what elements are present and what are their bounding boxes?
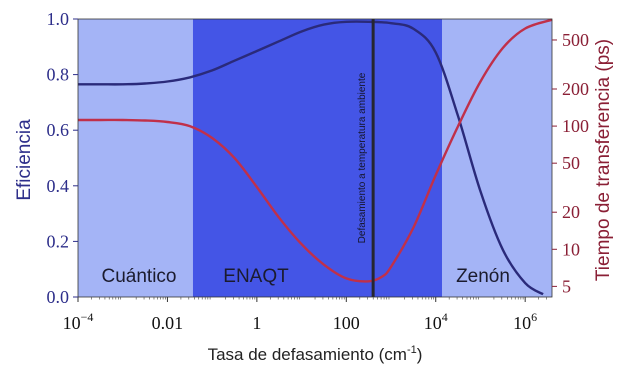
data-series	[78, 18, 553, 296]
region-label-0: Cuántico	[102, 266, 177, 287]
y-right-tick-label-5: 200	[562, 79, 589, 99]
transfer-time-line	[78, 18, 553, 283]
y-left-tick-label-0: 0.0	[47, 287, 70, 307]
y-right-tick-label-2: 20	[562, 202, 580, 222]
region-label-2: Zenón	[456, 266, 510, 287]
y-right-tick-label-1: 10	[562, 239, 580, 259]
x-tick-label-5: 106	[513, 310, 537, 333]
y-right-tick-label-6: 500	[562, 30, 589, 50]
x-tick-label-4: 104	[424, 310, 448, 333]
x-tick-label-2: 1	[252, 313, 261, 333]
regime-regions	[78, 19, 552, 297]
x-axis-label-main: Tasa de defasamiento (cm	[208, 345, 407, 364]
region-2	[441, 19, 552, 297]
y-left-tick-label-3: 0.6	[47, 120, 70, 140]
x-tick-label-0: 10−4	[63, 310, 94, 333]
marker-label: Defasamiento a temperatura ambiente	[357, 72, 368, 243]
room-temperature-marker: Defasamiento a temperatura ambiente	[357, 19, 375, 297]
y-left-tick-label-5: 1.0	[47, 9, 70, 29]
regime-labels: Cuántico ENAQT Zenón	[102, 266, 510, 287]
y-axis-right-label: Tiempo de transferencia (ps)	[593, 39, 614, 281]
axis-ticks: 10−4 0.01 1 100 104 106 0.0 0.2 0.4 0.6 0.8 1.0 5 10 2…	[47, 9, 590, 333]
x-tick-label-1: 0.01	[152, 313, 184, 333]
region-label-1: ENAQT	[223, 266, 289, 287]
y-left-tick-label-2: 0.4	[47, 176, 70, 196]
y-axis-left-label: Eficiencia	[14, 119, 35, 201]
y-left-tick-label-4: 0.8	[47, 65, 70, 85]
y-right-tick-label-4: 100	[562, 116, 589, 136]
y-right-tick-label-3: 50	[562, 153, 580, 173]
x-tick-label-3: 100	[333, 313, 360, 333]
x-axis-label: Tasa de defasamiento (cm-1)	[208, 344, 423, 364]
region-1	[192, 19, 442, 297]
x-axis-label-end: )	[417, 345, 423, 364]
y-right-tick-label-0: 5	[562, 276, 571, 296]
y-left-tick-label-1: 0.2	[47, 231, 70, 251]
region-0	[78, 19, 193, 297]
x-axis-label-superscript: -1	[407, 344, 417, 356]
efficiency-line	[78, 20, 544, 296]
